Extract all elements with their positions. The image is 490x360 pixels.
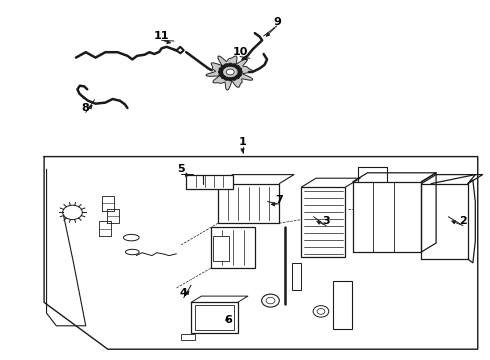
Bar bbox=[186, 175, 233, 189]
Circle shape bbox=[238, 71, 242, 73]
Circle shape bbox=[235, 76, 239, 78]
Circle shape bbox=[220, 73, 223, 76]
Bar bbox=[301, 187, 345, 257]
Circle shape bbox=[317, 309, 325, 314]
Circle shape bbox=[313, 306, 329, 317]
Text: 7: 7 bbox=[275, 195, 283, 205]
Circle shape bbox=[224, 64, 228, 67]
Text: 6: 6 bbox=[224, 315, 232, 325]
Text: 3: 3 bbox=[322, 216, 330, 226]
Circle shape bbox=[232, 77, 236, 80]
Circle shape bbox=[228, 78, 232, 81]
Text: 8: 8 bbox=[82, 103, 90, 113]
Bar bbox=[195, 305, 234, 330]
Text: 4: 4 bbox=[180, 288, 188, 298]
Circle shape bbox=[221, 76, 225, 78]
Circle shape bbox=[266, 297, 275, 304]
Circle shape bbox=[63, 205, 82, 220]
Circle shape bbox=[220, 68, 223, 71]
Circle shape bbox=[237, 68, 241, 71]
Circle shape bbox=[262, 294, 279, 307]
Circle shape bbox=[219, 71, 222, 73]
Bar bbox=[181, 334, 195, 340]
Circle shape bbox=[221, 66, 225, 68]
Ellipse shape bbox=[125, 249, 139, 255]
Circle shape bbox=[228, 63, 232, 66]
Circle shape bbox=[226, 69, 234, 75]
Circle shape bbox=[224, 77, 228, 80]
Text: 9: 9 bbox=[273, 17, 281, 27]
Bar bbox=[292, 263, 301, 290]
Bar bbox=[213, 236, 228, 261]
Bar bbox=[191, 302, 238, 333]
Circle shape bbox=[235, 66, 239, 68]
Circle shape bbox=[237, 73, 241, 76]
Bar bbox=[211, 227, 255, 268]
Bar bbox=[333, 281, 352, 329]
Circle shape bbox=[232, 64, 236, 67]
Text: 11: 11 bbox=[154, 31, 170, 41]
Text: 5: 5 bbox=[177, 164, 185, 174]
Ellipse shape bbox=[123, 234, 139, 241]
Text: 1: 1 bbox=[239, 137, 246, 147]
Polygon shape bbox=[206, 56, 253, 90]
Text: 2: 2 bbox=[459, 216, 467, 226]
Bar bbox=[218, 184, 279, 223]
Text: 10: 10 bbox=[232, 47, 248, 57]
